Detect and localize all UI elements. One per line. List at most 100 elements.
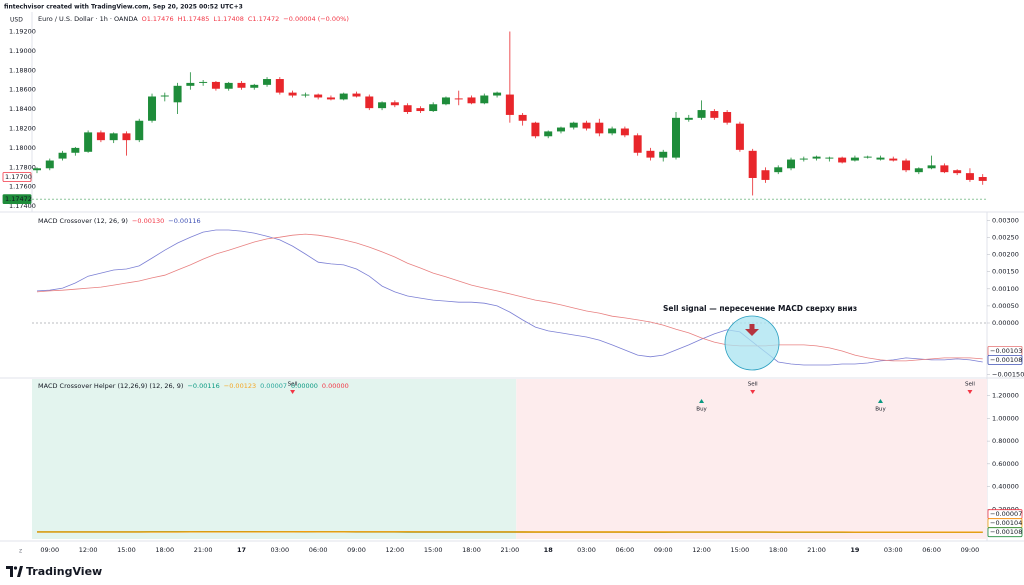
x-tick-label: 03:00	[270, 546, 289, 554]
x-tick-label: 09:00	[40, 546, 59, 554]
candle-body	[390, 102, 399, 106]
candle-body	[148, 96, 157, 121]
candle-body	[403, 105, 412, 113]
candle-body	[109, 133, 118, 141]
candle-body	[863, 156, 872, 158]
buy-marker	[877, 399, 883, 403]
zoom-icon: z	[19, 548, 22, 555]
candle-body	[416, 108, 425, 112]
y-tick-label: 0.00200	[992, 251, 1019, 259]
candle-body	[160, 95, 169, 97]
value-box	[987, 355, 1023, 365]
x-tick-label: 18:00	[155, 546, 174, 554]
legend-value: C1.17472	[248, 15, 279, 23]
y-tick-label: 0.00250	[992, 234, 1019, 242]
candle-body	[33, 168, 41, 171]
value-box-label: −0.00108	[990, 356, 1022, 364]
signal-label: Sell	[748, 382, 758, 388]
candle-body	[620, 128, 629, 136]
annotation: Sell signal — пересечение MACD сверху вн…	[663, 304, 857, 313]
x-tick-label: 15:00	[117, 546, 136, 554]
y-tick-label: 1.18200	[9, 125, 36, 133]
candle-body	[224, 82, 233, 89]
candle-body	[965, 173, 974, 180]
y-tick-label: 1.18400	[9, 105, 36, 113]
legend-value: −0.00116	[168, 217, 200, 225]
x-tick-label: 19	[850, 546, 860, 554]
candle-body	[825, 157, 834, 159]
y-tick-label: 0.00050	[992, 302, 1019, 310]
legend-value: −0.00116	[187, 382, 219, 390]
buy-marker	[699, 399, 705, 403]
y-tick-label: 0.60000	[992, 460, 1019, 468]
price-box-label: 1.17700	[5, 173, 32, 181]
x-tick-label: 09:00	[654, 546, 673, 554]
candle-body	[378, 102, 387, 109]
macd-line	[36, 229, 983, 366]
candle-body	[429, 104, 438, 112]
x-tick-label: 06:00	[922, 546, 941, 554]
candle-body	[263, 79, 272, 85]
legend-title: Euro / U.S. Dollar · 1h · OANDA	[38, 15, 138, 23]
candle-body	[339, 93, 348, 100]
candle-body	[71, 147, 80, 153]
price-box-label: 1.17472	[5, 195, 32, 203]
candle-body	[480, 95, 489, 104]
x-tick-label: 21:00	[194, 546, 213, 554]
y-tick-label: 0.00300	[992, 216, 1019, 224]
x-tick-label: 09:00	[347, 546, 366, 554]
legend-value: L1.17408	[213, 15, 244, 23]
candle-body	[301, 94, 310, 96]
signal-label: Buy	[696, 407, 707, 413]
candle-body	[940, 165, 949, 173]
candle-body	[569, 122, 578, 128]
x-tick-label: 12:00	[692, 546, 711, 554]
y-tick-label: 1.19000	[9, 47, 36, 55]
candle-body	[697, 110, 706, 118]
candle-body	[544, 131, 553, 137]
value-box	[987, 527, 1023, 538]
candle-body	[275, 79, 284, 93]
y-tick-label: 1.17600	[9, 183, 36, 191]
candle-body	[186, 82, 195, 86]
y-tick-label: 1.18000	[9, 144, 36, 152]
candle-body	[748, 150, 757, 178]
candle-body	[441, 97, 450, 105]
x-tick-label: 17	[237, 546, 246, 554]
y-tick-label: 1.17400	[9, 202, 36, 210]
candle-body	[978, 177, 987, 181]
candle-body	[45, 160, 54, 169]
candle-body	[326, 97, 335, 100]
candle-body	[838, 157, 847, 163]
sell-marker	[750, 390, 756, 394]
x-tick-label: 03:00	[577, 546, 596, 554]
brand-name: TradingView	[26, 565, 102, 578]
candle-body	[556, 127, 565, 132]
panel-legend: MACD Crossover (12, 26, 9) −0.00130 −0.001…	[38, 217, 201, 225]
panel-legend: MACD Crossover Helper (12,26,9) (12, 26,…	[38, 382, 349, 390]
x-tick-label: 06:00	[309, 546, 328, 554]
candle-body	[58, 152, 67, 159]
candle-body	[173, 85, 182, 103]
candle-body	[774, 167, 783, 173]
x-tick-label: 21:00	[500, 546, 519, 554]
candle-body	[672, 117, 680, 158]
legend-value: −0.00004 (−0.00%)	[283, 15, 349, 23]
x-tick-label: 18:00	[462, 546, 481, 554]
y-tick-label: 1.20000	[992, 392, 1019, 400]
candle-body	[96, 132, 105, 141]
candle-body	[365, 96, 374, 109]
x-tick-label: 06:00	[616, 546, 635, 554]
candle-body	[493, 92, 502, 96]
zone	[32, 379, 517, 539]
highlight-circle	[724, 315, 780, 371]
value-box-label: −0.00103	[990, 347, 1022, 355]
watermark: fintechvisor created with TradingView.co…	[4, 4, 243, 11]
y-tick-label: 0.00100	[992, 285, 1019, 293]
legend-value: −0.00130	[132, 217, 164, 225]
candle-body	[659, 151, 668, 158]
legend-value: 0.00000	[322, 382, 349, 390]
candle-body	[646, 150, 655, 158]
macd-line	[36, 233, 983, 362]
candle-body	[84, 132, 93, 152]
